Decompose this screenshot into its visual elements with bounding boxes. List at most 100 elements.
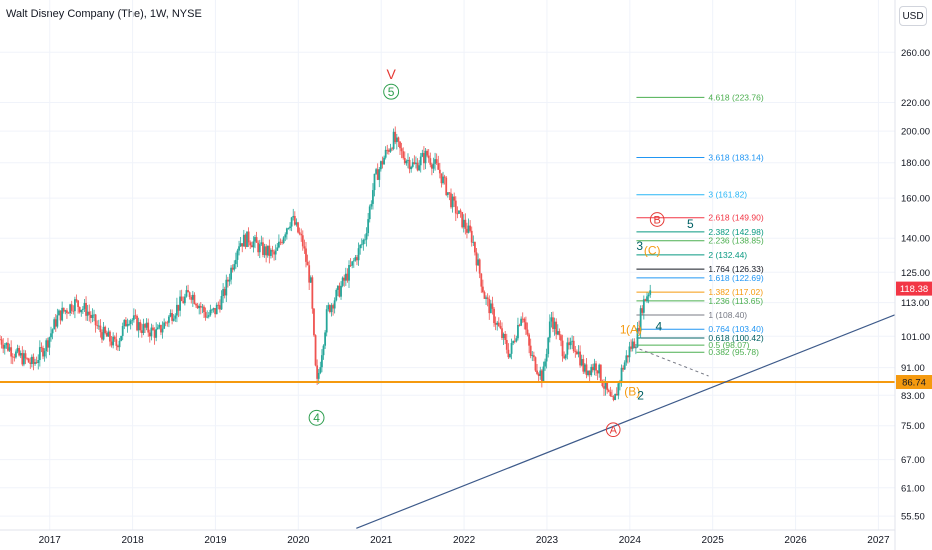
support-price-label: 86.74 [902,378,926,389]
wave-label: 5 [687,217,694,231]
candle-body [163,322,166,329]
candle-body [328,305,331,313]
candle-body [77,300,79,307]
candle-body [180,296,183,302]
candle-body [182,301,185,304]
candle-body [155,329,158,338]
candle-body [244,234,247,247]
candle-body [531,355,534,357]
candle-body [478,259,481,274]
candle-body [346,273,349,281]
candle-body [413,162,416,164]
candle-body [144,324,146,328]
candle-body [644,299,647,301]
candle-body [631,341,634,349]
candle-body [517,324,519,339]
candle-body [362,239,365,245]
candle-body [247,231,250,243]
candle-body [0,339,3,345]
candle-body [183,296,186,304]
candle-body [435,159,438,164]
candle-body [40,347,43,348]
candle-body [83,302,86,309]
candle-body [287,228,290,229]
candle-body [66,310,68,313]
candle-body [491,303,494,309]
fib-level-label: 3.618 (183.14) [708,153,763,163]
candle-body [11,356,14,358]
candle-body [372,190,374,204]
candle-body [462,219,465,228]
candle-body [375,169,378,174]
candle-body [270,249,272,256]
candle-body [638,327,640,332]
candle-body [271,249,274,252]
candle-body [193,294,196,304]
candle-body [30,356,33,364]
candle-body [344,273,347,281]
candle-body [646,296,648,301]
candle-body [365,233,368,240]
price-tick-label: 180.00 [901,158,930,169]
candle-body [93,314,95,316]
candle-body [121,326,124,336]
candle-body [622,367,625,370]
candle-body [475,252,478,266]
candle-body [568,342,570,346]
wave-label-circle [605,422,621,438]
time-tick-label: 2024 [619,535,642,546]
candle-body [528,334,530,346]
candle-body [564,354,567,359]
candle-body [42,347,44,357]
candle-body [442,176,444,184]
wave-label: (A) [626,322,642,336]
candle-body [499,326,502,329]
candle-body [474,242,476,253]
candle-body [215,304,218,315]
wave-label: 1 [620,322,627,336]
candle-body [120,335,123,341]
projection-line [633,346,709,377]
price-tick-label: 75.00 [901,421,925,432]
candle-body [27,358,30,363]
candle-body [486,297,489,299]
candle-body [386,149,389,151]
candle-body [217,304,220,306]
candle-body [74,299,76,312]
candle-body [563,356,566,359]
candle-body [450,193,452,208]
wave-label: A [610,425,618,437]
candle-body [464,219,467,229]
candle-body [5,342,8,346]
candle-body [501,328,503,338]
candle-body [373,173,376,191]
candle-body [421,153,424,157]
candle-body [113,336,116,340]
candle-body [364,239,366,241]
candle-body [534,357,537,371]
price-tick-label: 113.00 [901,298,929,309]
candle-body [496,322,499,325]
candle-body [35,362,38,363]
candle-body [94,314,97,326]
fib-level-label: 1.618 (122.69) [708,273,763,283]
candle-body [548,321,551,338]
price-tick-label: 61.00 [901,483,925,494]
wave-label: V [386,66,396,82]
candle-body [595,363,597,371]
time-tick-label: 2025 [702,535,725,546]
time-tick-label: 2026 [784,535,807,546]
candle-body [340,285,342,297]
candle-body [64,310,67,312]
candle-body [456,213,459,215]
currency-button[interactable]: USD [899,6,927,26]
candle-body [258,244,261,253]
candle-body [242,234,245,247]
candle-body [50,333,52,338]
candle-body [316,365,319,379]
candle-body [392,131,395,149]
candle-body [360,244,363,246]
candle-body [158,324,161,328]
